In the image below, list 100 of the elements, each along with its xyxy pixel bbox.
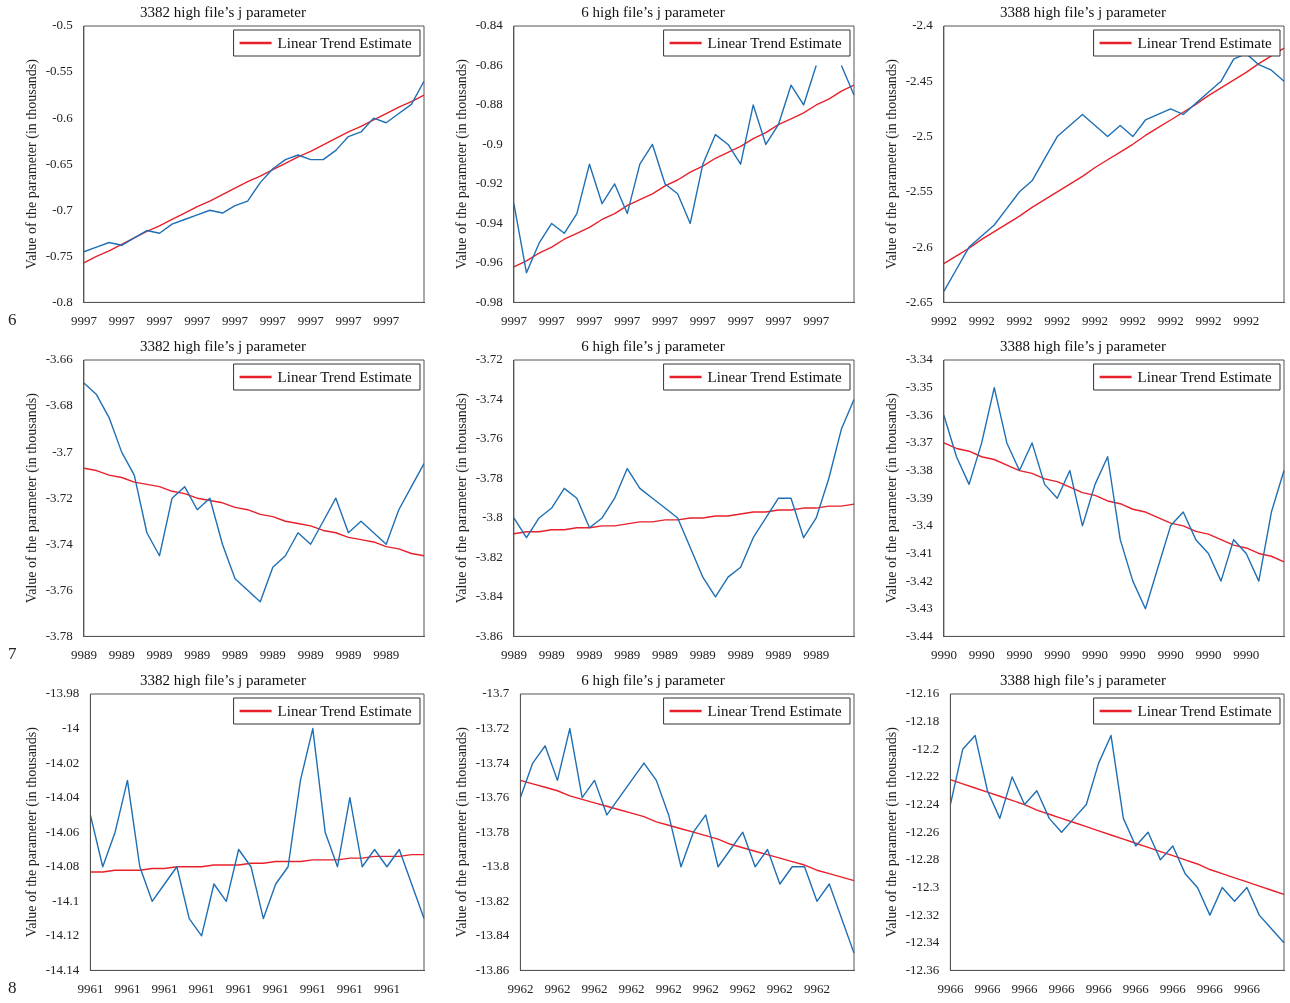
x-tick-label: 9961 (151, 980, 178, 996)
x-tick-label: 9989 (146, 646, 173, 662)
legend-label: Linear Trend Estimate (707, 368, 843, 385)
chart-title: 3388 high file’s j parameter (1000, 3, 1166, 20)
x-tick-label: 9962 (581, 980, 608, 996)
x-tick-label: 9990 (1195, 646, 1222, 662)
y-axis-title: Value of the parameter (in thousands) (884, 392, 901, 604)
y-tick-label: -0.6 (52, 109, 74, 125)
x-tick-label: 9997 (765, 312, 792, 328)
y-tick-label: -3.78 (475, 469, 503, 485)
x-tick-label: 9989 (108, 646, 135, 662)
y-tick-label: -3.66 (45, 351, 74, 367)
y-tick-label: -3.42 (905, 572, 933, 588)
y-tick-label: -3.36 (905, 406, 934, 422)
chart-title: 3382 high file’s j parameter (140, 3, 306, 20)
y-tick-label: -13.74 (475, 754, 510, 770)
y-tick-label: -14.1 (52, 892, 80, 908)
x-tick-label: 9989 (689, 646, 716, 662)
y-tick-label: -2.65 (905, 293, 933, 309)
y-axis-title: Value of the parameter (in thousands) (24, 58, 41, 270)
y-tick-label: -3.86 (475, 627, 504, 643)
x-tick-label: 9966 (1011, 980, 1039, 996)
x-tick-label: 9989 (652, 646, 679, 662)
x-tick-label: 9989 (803, 646, 830, 662)
x-tick-label: 9997 (614, 312, 641, 328)
y-tick-label: -12.26 (905, 823, 940, 839)
x-tick-label: 9989 (614, 646, 641, 662)
x-tick-label: 9966 (1122, 980, 1150, 996)
y-tick-label: -12.16 (905, 685, 940, 701)
x-tick-label: 9992 (1157, 312, 1184, 328)
x-tick-label: 9961 (373, 980, 400, 996)
y-tick-label: -12.3 (912, 878, 940, 894)
y-tick-label: -2.5 (912, 127, 933, 143)
x-tick-label: 9992 (1006, 312, 1033, 328)
x-tick-label: 9962 (766, 980, 793, 996)
chart-title: 3382 high file’s j parameter (140, 337, 306, 354)
y-tick-label: -0.92 (475, 175, 503, 191)
y-tick-label: -3.76 (475, 430, 504, 446)
x-tick-label: 9997 (222, 312, 249, 328)
y-tick-label: -3.76 (45, 581, 74, 597)
y-tick-label: -0.75 (45, 247, 73, 263)
y-axis-title: Value of the parameter (in thousands) (454, 726, 471, 938)
x-tick-label: 9990 (1044, 646, 1071, 662)
x-tick-label: 9989 (297, 646, 324, 662)
y-tick-label: -12.2 (912, 740, 940, 756)
x-tick-label: 9997 (689, 312, 717, 328)
y-tick-label: -13.72 (475, 719, 510, 735)
x-tick-label: 9992 (1233, 312, 1260, 328)
y-tick-label: -3.37 (905, 434, 934, 450)
x-tick-label: 9962 (618, 980, 645, 996)
x-tick-label: 9966 (974, 980, 1001, 996)
x-tick-label: 9966 (1048, 980, 1076, 996)
x-tick-label: 9989 (538, 646, 565, 662)
x-tick-label: 9989 (373, 646, 400, 662)
x-tick-label: 9962 (655, 980, 682, 996)
x-tick-label: 9989 (222, 646, 249, 662)
y-tick-label: -3.4 (912, 517, 934, 533)
legend-label: Linear Trend Estimate (277, 368, 413, 385)
legend-label: Linear Trend Estimate (277, 702, 413, 719)
x-tick-label: 9990 (1233, 646, 1260, 662)
y-tick-label: -14.14 (45, 961, 80, 977)
x-tick-label: 9989 (335, 646, 362, 662)
x-tick-label: 9990 (968, 646, 995, 662)
x-tick-label: 9989 (259, 646, 286, 662)
x-tick-label: 9989 (70, 646, 97, 662)
x-tick-label: 9992 (1195, 312, 1222, 328)
y-tick-label: -3.8 (482, 509, 503, 525)
y-tick-label: -3.44 (905, 627, 934, 643)
y-tick-label: -0.5 (52, 17, 73, 33)
x-tick-label: 9962 (803, 980, 830, 996)
x-tick-label: 9992 (1119, 312, 1146, 328)
x-tick-label: 9989 (727, 646, 754, 662)
y-tick-label: -0.84 (475, 17, 504, 33)
y-tick-label: -2.45 (905, 72, 933, 88)
x-tick-label: 9990 (1119, 646, 1146, 662)
y-tick-label: -0.98 (475, 293, 503, 309)
x-tick-label: 9966 (1233, 980, 1261, 996)
chart-title: 3388 high file’s j parameter (1000, 671, 1166, 688)
y-tick-label: -3.72 (45, 489, 73, 505)
y-axis-title: Value of the parameter (in thousands) (454, 392, 471, 604)
x-tick-label: 9961 (77, 980, 104, 996)
x-tick-label: 9989 (576, 646, 603, 662)
y-tick-label: -0.9 (482, 135, 503, 151)
y-tick-label: -0.8 (52, 293, 73, 309)
x-tick-label: 9966 (937, 980, 964, 996)
y-tick-label: -3.34 (905, 351, 934, 367)
y-axis-title: Value of the parameter (in thousands) (24, 726, 41, 938)
y-axis-title: Value of the parameter (in thousands) (24, 392, 41, 604)
x-tick-label: 9962 (507, 980, 534, 996)
x-tick-label: 9961 (114, 980, 141, 996)
x-tick-label: 9990 (1006, 646, 1033, 662)
y-tick-label: -3.43 (905, 600, 933, 616)
x-tick-label: 9997 (70, 312, 98, 328)
x-tick-label: 9966 (1196, 980, 1224, 996)
x-tick-label: 9997 (108, 312, 136, 328)
y-tick-label: -0.96 (475, 254, 504, 270)
y-tick-label: -12.24 (905, 795, 940, 811)
chart-title: 6 high file’s j parameter (581, 337, 725, 354)
x-tick-label: 9962 (692, 980, 719, 996)
y-tick-label: -3.84 (475, 588, 504, 604)
